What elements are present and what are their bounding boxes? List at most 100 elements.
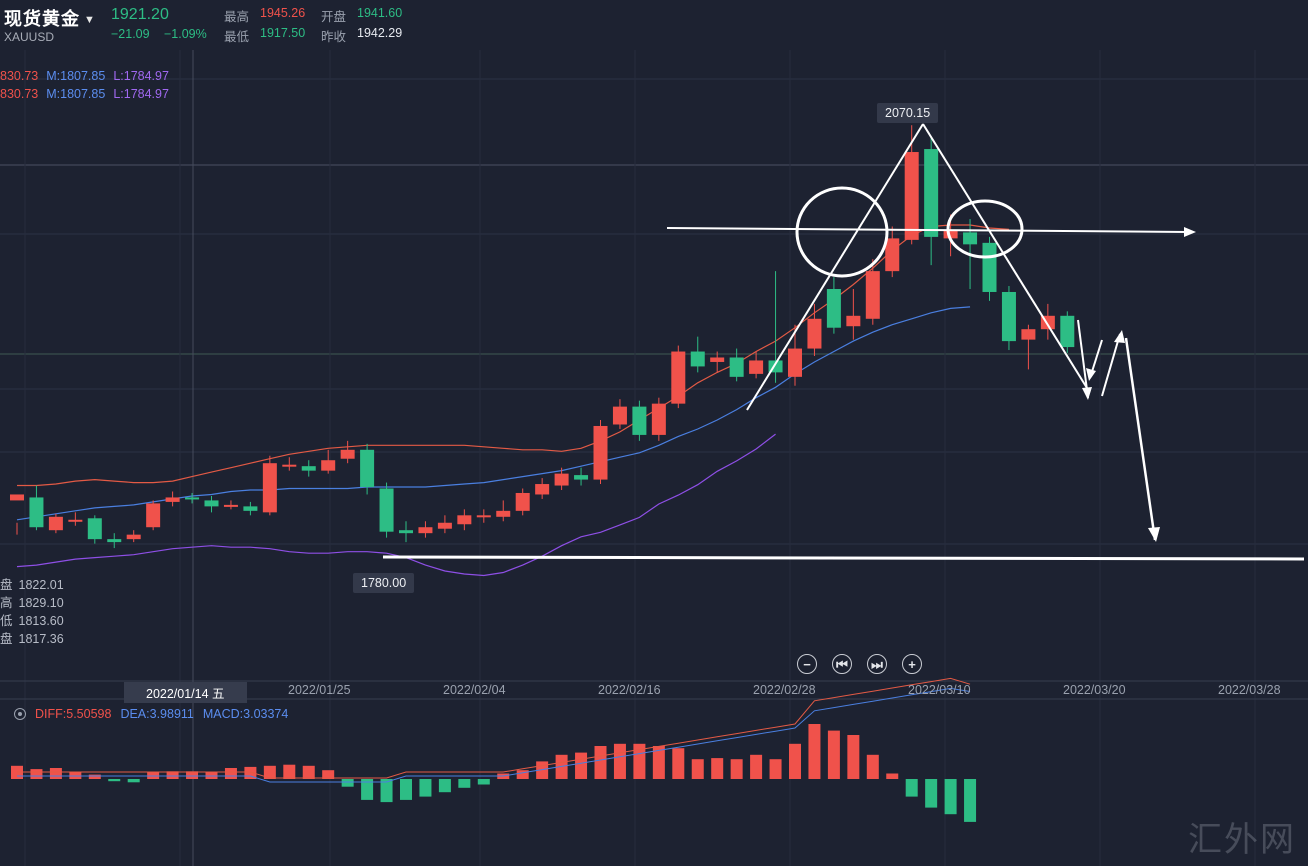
settings-gear-icon[interactable] [14,708,26,720]
macd-bar [166,771,179,779]
macd-bar [847,735,860,779]
ohlc-label: 盘 [0,632,13,646]
candle-body [282,464,297,467]
candle-body [262,463,277,513]
date-axis-label: 2022/02/16 [598,683,661,697]
ma-lower-value: L:1784.97 [113,87,169,101]
ohlc-value: 1829.10 [18,596,64,610]
macd-bar [808,724,821,779]
ma-lower-line [16,433,776,577]
candle-body [807,318,822,349]
arrow-up [1101,333,1121,397]
trend-line-down [922,123,1088,389]
arrow-down-1 [1077,319,1089,399]
trend-line-up [746,123,924,411]
candle-body [710,357,725,362]
ohlc-value: 1813.60 [18,614,64,628]
macd-bar [886,773,899,779]
candle-body [943,230,958,239]
macd-bar [108,779,121,782]
ma-mid-line [16,306,971,521]
ma-mid-value: M:1807.85 [46,69,106,83]
macd-bar [944,779,957,815]
step-forward-icon: ⏭ [871,657,883,672]
step-back-icon: ⏮ [836,657,848,672]
candle-body [1060,315,1075,348]
candle-body [146,503,161,528]
macd-bar [186,771,199,779]
prev-close-value: 1942.29 [357,26,403,40]
high-label: 最高 [224,10,250,24]
macd-bar [322,770,335,779]
ma-mid-value: M:1807.85 [46,87,106,101]
ohlc-label: 盘 [0,578,13,592]
macd-bar [88,774,101,779]
candle-body [632,406,647,435]
candle-body [982,242,997,292]
candle-body [1021,329,1036,340]
date-axis-label: 2022/03/28 [1218,683,1281,697]
macd-bar [127,779,140,783]
macd-bar [283,764,296,779]
candle-body [29,497,44,528]
date-axis-label: 2022/02/04 [443,683,506,697]
macd-bar [458,779,471,788]
prev-close-label: 昨收 [321,30,347,44]
low-price-tag: 1780.00 [353,573,415,593]
macd-bar [263,765,276,779]
candle-body [574,475,589,480]
macd-bar [652,746,665,779]
candle-body [418,527,433,534]
ma-upper-value: 830.73 [0,69,39,83]
macd-dea-line [17,687,971,783]
watermark-logo: 汇外网 [1188,820,1296,860]
macd-bar [789,743,801,779]
arrow-down-target-head [1148,527,1160,542]
candle-body [554,473,569,486]
ohlc-high: 高 1829.10 [0,592,64,611]
ohlc-value: 1817.36 [18,632,64,646]
open-value: 1941.60 [357,6,403,20]
candle-body [360,449,375,488]
macd-bar [30,769,43,779]
candle-body [515,492,530,511]
candle-body [379,488,394,532]
candle-body [826,289,841,328]
arrow-down-target [1124,337,1157,541]
macd-diff: DIFF:5.50598 [35,707,112,721]
last-price: 1921.20 [111,6,169,23]
macd-bar [477,779,490,785]
macd-bar [750,754,763,779]
macd-bar [827,730,840,779]
candle-body [457,515,472,525]
instrument-symbol: XAUUSD [4,30,55,44]
zoom-in-button[interactable]: + [902,654,922,674]
instrument-selector[interactable]: 现货黄金 ▼ [4,5,96,31]
macd-bar [866,754,879,779]
candle-body [924,149,939,237]
candle-body [399,530,413,534]
candle-body [846,315,861,327]
macd-bar [361,779,374,800]
macd-value: MACD:3.03374 [202,707,289,721]
quote-header: 现货黄金 ▼ XAUUSD 1921.20 −21.09 −1.09% 最高 19… [0,0,1308,50]
ma-upper-line [17,224,1009,487]
candle-body [535,484,550,495]
step-back-button[interactable]: ⏮ [832,654,852,674]
candle-body [729,357,744,377]
candle-body [340,449,355,459]
neckline-arrowhead [1184,227,1196,237]
right-shoulder-circle [946,199,1024,259]
arrow-small-head [1086,368,1096,381]
step-forward-button[interactable]: ⏭ [867,654,887,674]
candle-body [204,500,219,507]
date-axis-label: 2022/01/25 [288,683,351,697]
peak-price-tag: 2070.15 [877,103,939,123]
low-label: 最低 [224,30,250,44]
caret-down-icon: ▼ [84,14,96,27]
zoom-out-button[interactable]: − [797,654,817,674]
candle-body [690,351,705,367]
candle-body [768,360,783,373]
candle-body [671,351,686,404]
